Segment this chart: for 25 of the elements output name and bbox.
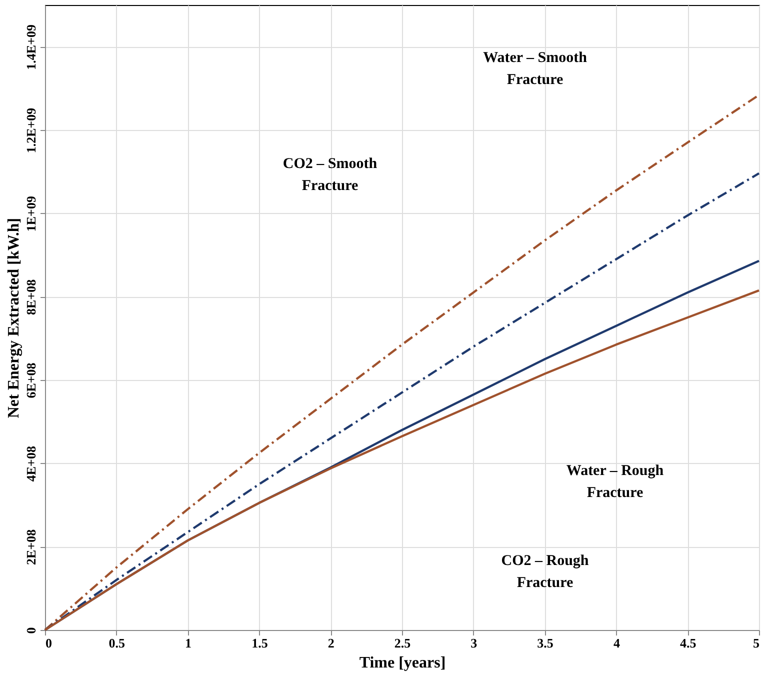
x-tick-label: 0.5: [108, 636, 126, 650]
x-tick-label: 3: [470, 636, 478, 650]
annotation: CO2 – Smooth Fracture: [282, 156, 378, 194]
y-tick-label: 6E+08: [24, 362, 38, 398]
x-tick-label: 2: [328, 636, 334, 650]
y-tick-label: 4E+08: [24, 446, 38, 482]
x-tick-label: 4.5: [680, 636, 697, 650]
y-tick-label: 1E+09: [24, 196, 38, 232]
x-tick-label: 3.5: [537, 636, 554, 650]
y-axis-title: Net Energy Extracted [kW.h]: [6, 218, 22, 418]
annotation: CO2 – Rough Fracture: [501, 553, 590, 591]
x-tick-label: 1: [185, 636, 192, 650]
y-tick-label: 8E+08: [24, 278, 38, 315]
x-axis-title: Time [years]: [359, 654, 446, 672]
x-tick-label: 1.5: [252, 636, 268, 650]
x-tick-label: 4: [613, 636, 620, 650]
y-tick-label: 2E+08: [24, 528, 38, 565]
annotation: Water – Rough Fracture: [566, 463, 664, 501]
x-tick-label: 0: [46, 636, 52, 650]
y-tick-label: 0: [24, 627, 38, 634]
x-tick-label: 2.5: [394, 636, 412, 650]
y-tick-label: 1.2E+09: [24, 107, 38, 154]
annotation: Water – Smooth Fracture: [483, 50, 588, 88]
y-tick-label: 1.4E+09: [24, 24, 38, 70]
x-tick-label: 5: [753, 636, 760, 650]
